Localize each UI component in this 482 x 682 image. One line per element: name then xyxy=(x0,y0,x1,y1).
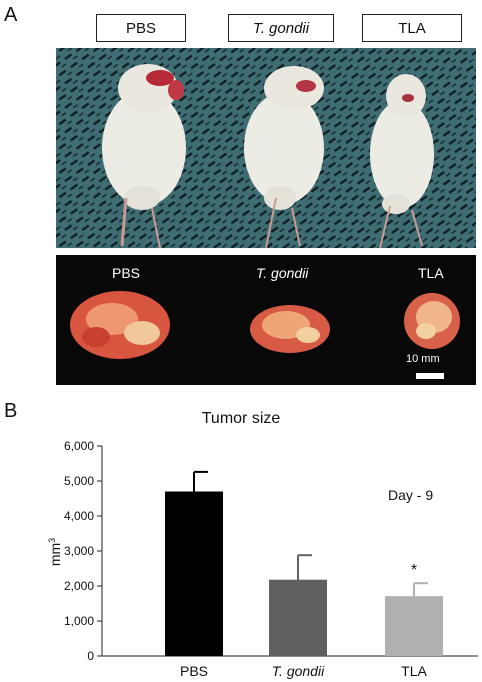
mouse-tgondii xyxy=(244,66,324,248)
x-tick-label-0: PBS xyxy=(180,663,208,679)
x-tick-label-2: TLA xyxy=(401,663,427,679)
y-axis-label-superscript: 3 xyxy=(47,538,57,543)
y-tick-label: 1,000 xyxy=(64,614,94,628)
panel-label-a: A xyxy=(4,4,18,26)
tumor-label-tla: TLA xyxy=(418,265,444,281)
bar-0 xyxy=(165,491,223,656)
group-label-tgondii: T. gondii xyxy=(228,14,334,42)
group-label-tla: TLA xyxy=(362,14,462,42)
chart-title: Tumor size xyxy=(201,410,281,427)
significance-marker-2: * xyxy=(411,562,417,579)
mouse-pbs xyxy=(102,64,186,248)
chart-annotation: Day - 9 xyxy=(388,487,433,503)
bar-2 xyxy=(385,596,443,656)
tumor-tla xyxy=(404,293,460,349)
tumors-photo: PBS T. gondii TLA xyxy=(56,255,476,385)
y-tick-label: 6,000 xyxy=(64,439,94,453)
tumor-label-pbs: PBS xyxy=(112,265,141,281)
y-tick-label: 0 xyxy=(87,649,94,663)
tumor-pbs xyxy=(70,291,170,359)
x-tick-label-1: T. gondii xyxy=(272,663,325,679)
y-tick-label: 5,000 xyxy=(64,474,94,488)
panel-label-b: B xyxy=(4,400,18,422)
y-tick-label: 4,000 xyxy=(64,509,94,523)
scale-bar xyxy=(416,373,444,379)
group-label-pbs: PBS xyxy=(96,14,186,42)
y-tick-label: 2,000 xyxy=(64,579,94,593)
tumor-tgondii xyxy=(250,305,330,353)
mice-photo xyxy=(56,48,476,248)
y-axis-label: mm3 xyxy=(47,538,63,566)
y-tick-label: 3,000 xyxy=(64,544,94,558)
scale-bar-label: 10 mm xyxy=(406,353,440,365)
bar-1 xyxy=(269,579,327,656)
tumor-label-tgondii: T. gondii xyxy=(256,265,309,281)
mouse-tla xyxy=(370,74,434,248)
